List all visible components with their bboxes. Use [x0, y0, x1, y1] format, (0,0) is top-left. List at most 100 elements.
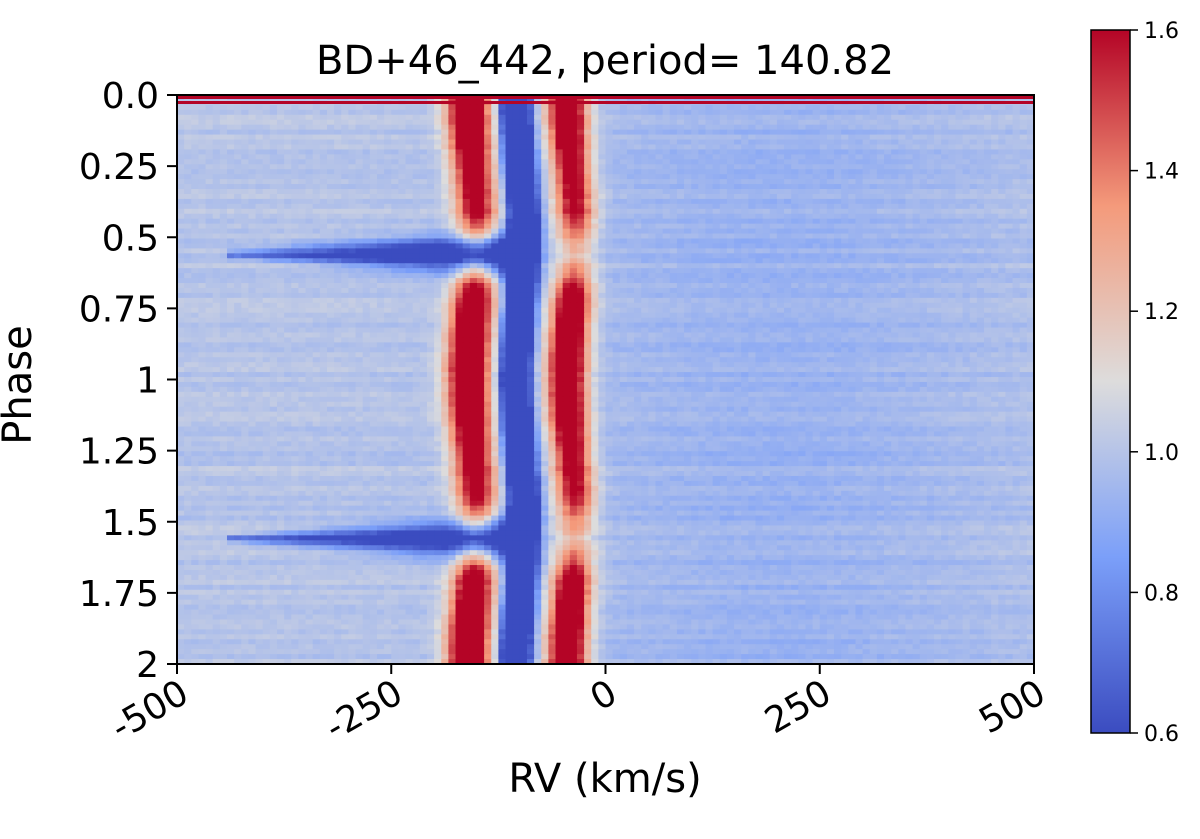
heatmap-cell [526, 174, 535, 180]
heatmap-cell [1005, 268, 1014, 274]
heatmap-cell [869, 268, 878, 274]
heatmap-cell [648, 189, 657, 195]
heatmap-cell [448, 189, 457, 195]
heatmap-cell [791, 258, 799, 264]
heatmap-cell [791, 114, 799, 121]
heatmap-cell [812, 263, 821, 269]
heatmap-cell [1026, 139, 1035, 146]
heatmap-cell [184, 208, 192, 215]
heatmap-cell [598, 164, 607, 170]
heatmap-cell [641, 179, 649, 185]
heatmap-cell [1012, 154, 1021, 160]
heatmap-cell [719, 144, 728, 151]
heatmap-cell [426, 228, 435, 235]
heatmap-cell [941, 144, 949, 151]
heatmap-cell [734, 174, 742, 180]
heatmap-cell [376, 243, 385, 249]
heatmap-cell [805, 198, 814, 205]
heatmap-cell [455, 253, 464, 259]
heatmap-cell [891, 139, 899, 146]
heatmap-cell [534, 164, 542, 170]
heatmap-cell [848, 193, 857, 200]
heatmap-cell [519, 203, 528, 210]
heatmap-cell [769, 159, 778, 165]
heatmap-cell [898, 253, 907, 259]
heatmap-cell [934, 114, 942, 121]
heatmap-cell [741, 218, 749, 225]
heatmap-cell [598, 139, 607, 146]
heatmap-cell [876, 154, 885, 160]
heatmap-cell [334, 134, 342, 141]
heatmap-cell [712, 287, 721, 294]
heatmap-cell [798, 159, 807, 165]
heatmap-cell [926, 253, 935, 259]
heatmap-cell [376, 159, 385, 165]
heatmap-cell [876, 164, 885, 170]
heatmap-cell [976, 213, 985, 220]
heatmap-cell [369, 263, 378, 269]
heatmap-cell [448, 104, 457, 111]
heatmap-cell [969, 129, 978, 136]
heatmap-cell [226, 297, 235, 304]
heatmap-cell [298, 213, 307, 220]
heatmap-cell [748, 149, 757, 155]
heatmap-cell [991, 114, 999, 121]
heatmap-cell [1005, 119, 1014, 126]
heatmap-cell [462, 189, 471, 195]
heatmap-cell [469, 114, 478, 121]
heatmap-cell [905, 109, 914, 116]
heatmap-cell [505, 283, 514, 289]
heatmap-cell [191, 124, 200, 131]
heatmap-cell [305, 109, 314, 116]
heatmap-cell [669, 129, 678, 136]
heatmap-cell [919, 233, 928, 240]
heatmap-cell [291, 104, 300, 111]
heatmap-cell [177, 248, 185, 254]
heatmap-cell [519, 243, 528, 249]
heatmap-cell [605, 149, 614, 155]
heatmap-cell [505, 184, 514, 190]
heatmap-cell [541, 164, 549, 170]
heatmap-cell [284, 223, 292, 230]
heatmap-cell [726, 104, 735, 111]
heatmap-cell [698, 179, 707, 185]
heatmap-cell [398, 233, 407, 240]
heatmap-cell [691, 213, 699, 220]
heatmap-cell [784, 198, 792, 205]
heatmap-cell [498, 109, 507, 116]
heatmap-cell [655, 208, 664, 215]
heatmap-cell [312, 144, 321, 151]
heatmap-cell [526, 119, 535, 126]
heatmap-cell [248, 213, 257, 220]
heatmap-cell [541, 144, 549, 151]
heatmap-cell [734, 114, 742, 121]
heatmap-cell [455, 238, 464, 245]
heatmap-cell [991, 218, 999, 225]
heatmap-cell [462, 114, 471, 121]
heatmap-cell [834, 228, 842, 235]
heatmap-cell [926, 114, 935, 121]
heatmap-cell [705, 139, 714, 146]
heatmap-cell [662, 292, 671, 299]
heatmap-cell [205, 174, 214, 180]
heatmap-cell [326, 297, 335, 304]
heatmap-cell [762, 184, 771, 190]
heatmap-cell [355, 223, 364, 230]
heatmap-cell [484, 258, 492, 264]
heatmap-cell [305, 174, 314, 180]
heatmap-cell [698, 258, 707, 264]
heatmap-cell [919, 109, 928, 116]
heatmap-cell [969, 287, 978, 294]
heatmap-cell [648, 268, 657, 274]
heatmap-cell [384, 297, 392, 304]
heatmap-cell [584, 292, 592, 299]
heatmap-cell [905, 114, 914, 121]
heatmap-cell [698, 213, 707, 220]
heatmap-cell [962, 263, 971, 269]
heatmap-cell [248, 184, 257, 190]
heatmap-cell [269, 114, 278, 121]
heatmap-cell [555, 243, 564, 249]
heatmap-cell [926, 184, 935, 190]
heatmap-cell [498, 268, 507, 274]
heatmap-cell [684, 253, 692, 259]
